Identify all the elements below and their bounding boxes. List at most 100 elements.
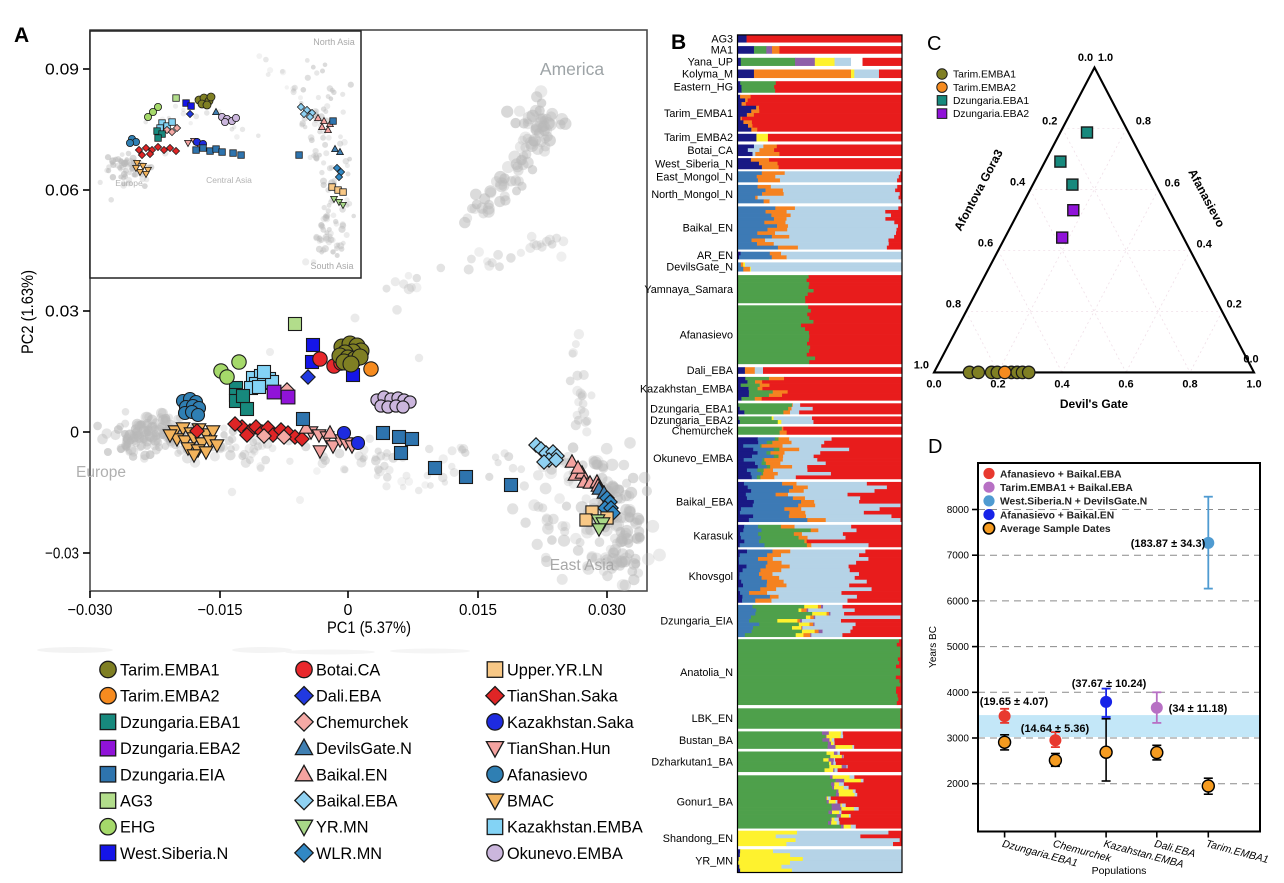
svg-text:DevilsGate_N: DevilsGate_N xyxy=(666,262,733,274)
svg-text:3000: 3000 xyxy=(947,734,970,745)
svg-text:Europe: Europe xyxy=(115,178,143,188)
svg-text:0.2: 0.2 xyxy=(1042,116,1057,128)
svg-text:Chemurchek: Chemurchek xyxy=(672,425,734,437)
svg-text:North Asia: North Asia xyxy=(313,37,355,47)
svg-text:Shandong_EN: Shandong_EN xyxy=(663,833,733,845)
svg-text:Okunevo.EMBA: Okunevo.EMBA xyxy=(507,845,623,863)
svg-text:0.2: 0.2 xyxy=(1226,298,1241,310)
svg-text:Tarim.EMBA1: Tarim.EMBA1 xyxy=(953,70,1016,81)
svg-text:North_Mongol_N: North_Mongol_N xyxy=(651,189,733,201)
svg-text:Tarim.EMBA1: Tarim.EMBA1 xyxy=(120,662,220,680)
svg-text:0: 0 xyxy=(70,425,79,442)
svg-text:Dzungaria.EBA2: Dzungaria.EBA2 xyxy=(953,109,1029,120)
svg-text:−0.030: −0.030 xyxy=(68,602,113,619)
svg-text:0.6: 0.6 xyxy=(978,237,993,249)
svg-text:Tarim.EMBA2: Tarim.EMBA2 xyxy=(120,688,220,706)
svg-text:Gonur1_BA: Gonur1_BA xyxy=(677,797,734,809)
svg-text:Kazakhstan.Saka: Kazakhstan.Saka xyxy=(507,714,635,732)
svg-text:Baikal.EN: Baikal.EN xyxy=(316,766,388,784)
svg-text:0.0: 0.0 xyxy=(1243,353,1258,365)
svg-text:Dzungaria.EBA1: Dzungaria.EBA1 xyxy=(120,714,240,732)
svg-text:1.0: 1.0 xyxy=(914,359,929,371)
svg-text:WLR.MN: WLR.MN xyxy=(316,845,382,863)
svg-text:YR_MN: YR_MN xyxy=(695,856,733,868)
svg-text:Upper.YR.LN: Upper.YR.LN xyxy=(507,662,603,680)
svg-text:Dzungaria.EBA1: Dzungaria.EBA1 xyxy=(953,96,1029,107)
svg-text:Kolyma_M: Kolyma_M xyxy=(682,68,733,80)
svg-text:South Asia: South Asia xyxy=(310,261,353,271)
svg-text:0.0: 0.0 xyxy=(1078,52,1093,64)
svg-text:Dzungaria.EBA2: Dzungaria.EBA2 xyxy=(120,740,240,758)
svg-text:0.6: 0.6 xyxy=(1118,378,1133,390)
svg-text:D: D xyxy=(928,436,942,458)
svg-text:Anatolia_N: Anatolia_N xyxy=(680,667,733,679)
svg-text:C: C xyxy=(927,33,941,55)
svg-text:Tarim.EMBA1 + Baikal.EBA: Tarim.EMBA1 + Baikal.EBA xyxy=(1000,483,1133,494)
svg-text:0.09: 0.09 xyxy=(45,62,79,79)
svg-text:MA1: MA1 xyxy=(711,45,733,57)
svg-text:−0.015: −0.015 xyxy=(198,602,243,619)
svg-text:Dzungaria.EIA: Dzungaria.EIA xyxy=(120,766,225,784)
svg-text:0.4: 0.4 xyxy=(1197,238,1213,250)
svg-text:(34 ± 11.18): (34 ± 11.18) xyxy=(1169,703,1228,715)
svg-text:Tarim_EMBA1: Tarim_EMBA1 xyxy=(664,108,733,120)
svg-text:(183.87 ± 34.3): (183.87 ± 34.3) xyxy=(1131,538,1206,550)
svg-text:1.0: 1.0 xyxy=(1246,378,1261,390)
svg-text:0.4: 0.4 xyxy=(1010,177,1026,189)
svg-text:Khovsgol: Khovsgol xyxy=(689,571,733,583)
svg-text:West.Siberia.N: West.Siberia.N xyxy=(120,845,228,863)
svg-text:1.0: 1.0 xyxy=(1098,52,1113,64)
svg-text:6000: 6000 xyxy=(947,596,970,607)
svg-text:TianShan.Saka: TianShan.Saka xyxy=(507,688,619,706)
svg-text:Kazakhstan.EMBA: Kazakhstan.EMBA xyxy=(507,819,643,837)
svg-text:Europe: Europe xyxy=(76,464,126,481)
svg-text:America: America xyxy=(540,59,604,79)
svg-text:(19.65 ± 4.07): (19.65 ± 4.07) xyxy=(980,696,1049,708)
svg-text:AG3: AG3 xyxy=(711,33,733,45)
svg-text:Average Sample Dates: Average Sample Dates xyxy=(1000,524,1111,535)
svg-text:B: B xyxy=(671,31,686,54)
svg-text:5000: 5000 xyxy=(947,642,970,653)
svg-text:West.Siberia.N + DevilsGate.N: West.Siberia.N + DevilsGate.N xyxy=(1000,497,1147,508)
svg-text:Bustan_BA: Bustan_BA xyxy=(679,735,734,747)
svg-text:0.8: 0.8 xyxy=(946,298,961,310)
svg-text:TianShan.Hun: TianShan.Hun xyxy=(507,740,610,758)
svg-text:2000: 2000 xyxy=(947,779,970,790)
svg-text:0.030: 0.030 xyxy=(588,602,626,619)
svg-text:EHG: EHG xyxy=(120,819,155,837)
svg-text:East Asia: East Asia xyxy=(550,557,615,574)
svg-text:LBK_EN: LBK_EN xyxy=(692,713,733,725)
svg-text:YR.MN: YR.MN xyxy=(316,819,368,837)
svg-text:(37.67 ± 10.24): (37.67 ± 10.24) xyxy=(1072,678,1147,690)
svg-text:0.03: 0.03 xyxy=(45,304,79,321)
svg-text:−0.03: −0.03 xyxy=(45,546,79,563)
svg-text:Kazakhstan_EMBA: Kazakhstan_EMBA xyxy=(640,383,734,395)
svg-text:Yana_UP: Yana_UP xyxy=(688,57,733,69)
svg-text:Dzharkutan1_BA: Dzharkutan1_BA xyxy=(651,756,733,768)
svg-text:Karasuk: Karasuk xyxy=(693,531,733,543)
svg-text:Dzungaria_EBA1: Dzungaria_EBA1 xyxy=(650,403,733,415)
svg-text:Dali.EBA: Dali.EBA xyxy=(316,688,381,706)
svg-text:A: A xyxy=(14,24,29,47)
svg-text:0.4: 0.4 xyxy=(1054,378,1070,390)
svg-text:Dzungaria_EIA: Dzungaria_EIA xyxy=(660,616,733,628)
svg-text:Baikal_EN: Baikal_EN xyxy=(683,223,733,235)
svg-text:Dzungaria_EBA2: Dzungaria_EBA2 xyxy=(650,415,733,427)
svg-text:PC2 (1.63%): PC2 (1.63%) xyxy=(18,270,37,354)
svg-text:0.2: 0.2 xyxy=(990,378,1005,390)
svg-text:East_Mongol_N: East_Mongol_N xyxy=(656,172,733,184)
svg-text:West_Siberia_N: West_Siberia_N xyxy=(655,158,733,170)
svg-text:0.06: 0.06 xyxy=(45,183,79,200)
svg-text:Botai.CA: Botai.CA xyxy=(316,662,380,680)
svg-text:0.6: 0.6 xyxy=(1165,178,1180,190)
svg-text:8000: 8000 xyxy=(947,505,970,516)
svg-text:Populations: Populations xyxy=(1092,865,1147,877)
svg-text:Baikal_EBA: Baikal_EBA xyxy=(676,497,734,509)
svg-text:Okunevo_EMBA: Okunevo_EMBA xyxy=(653,453,734,465)
svg-text:Devil's Gate: Devil's Gate xyxy=(1060,397,1129,411)
svg-text:Years BC: Years BC xyxy=(928,626,939,668)
svg-text:DevilsGate.N: DevilsGate.N xyxy=(316,740,412,758)
svg-text:Chemurchek: Chemurchek xyxy=(316,714,409,732)
svg-text:PC1 (5.37%): PC1 (5.37%) xyxy=(327,618,411,637)
svg-text:AG3: AG3 xyxy=(120,793,153,811)
